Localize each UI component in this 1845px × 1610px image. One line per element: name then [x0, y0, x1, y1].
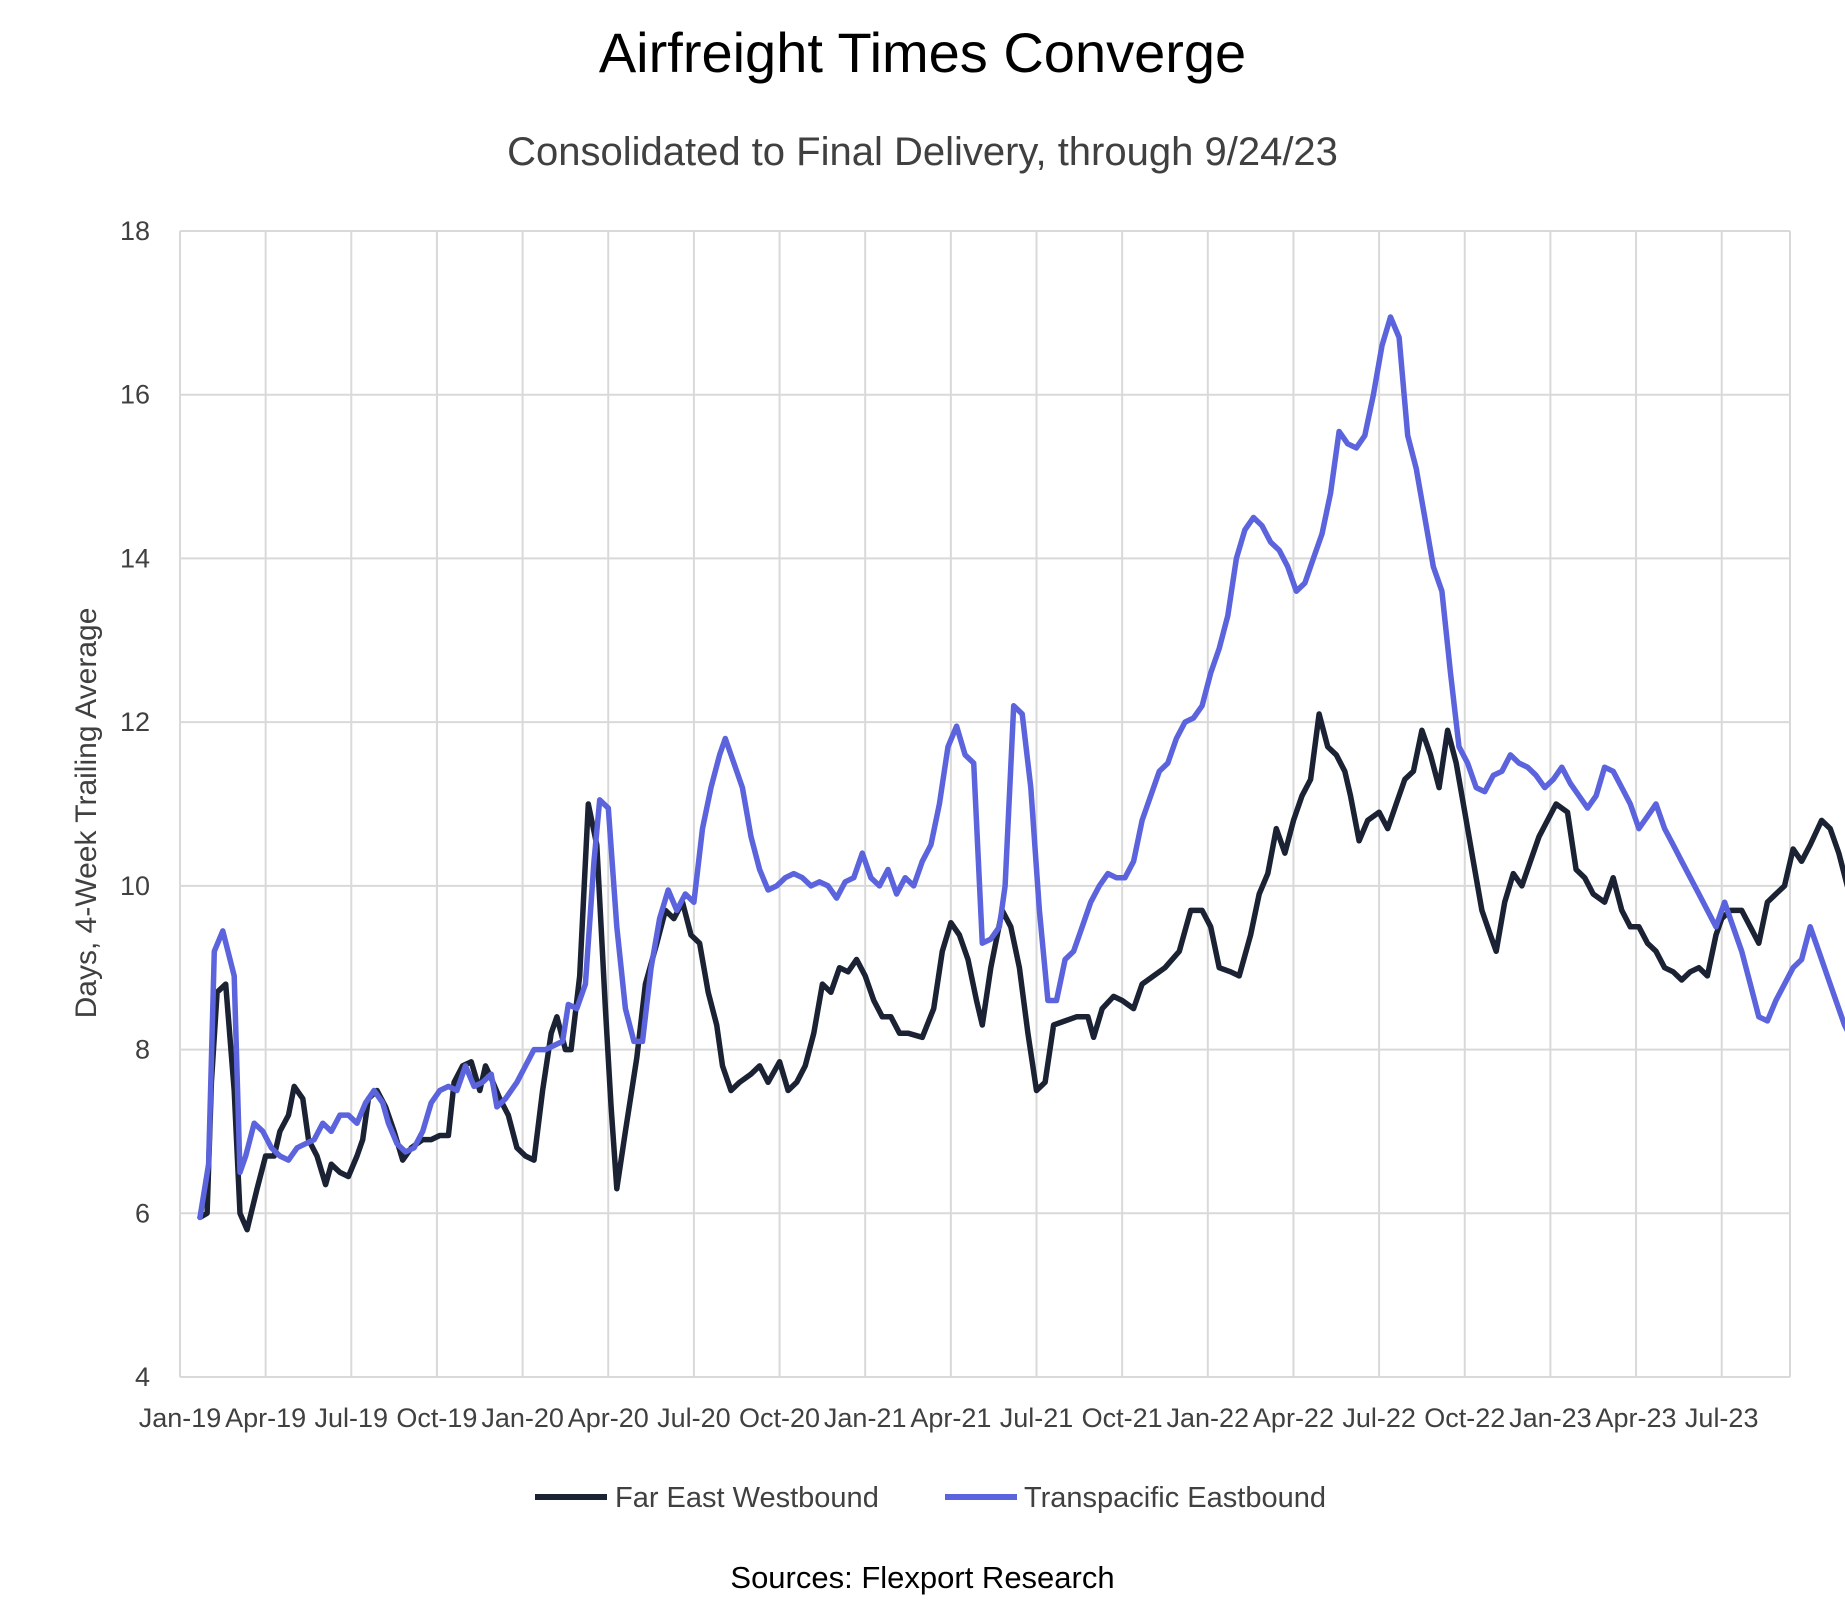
x-tick-label: Oct-22: [1424, 1403, 1505, 1433]
x-tick-label: Jul-20: [657, 1403, 731, 1433]
x-tick-label: Jan-21: [824, 1403, 907, 1433]
x-tick-label: Oct-19: [396, 1403, 477, 1433]
x-tick-label: Oct-20: [739, 1403, 820, 1433]
gridlines: [179, 230, 1791, 1378]
chart-subtitle: Consolidated to Final Delivery, through …: [507, 130, 1338, 174]
x-tick-label: Jan-23: [1509, 1403, 1592, 1433]
chart-title: Airfreight Times Converge: [598, 21, 1247, 84]
legend-label: Transpacific Eastbound: [1024, 1482, 1326, 1514]
x-tick-label: Jul-19: [315, 1403, 389, 1433]
y-tick-label: 18: [120, 216, 150, 246]
legend: Far East Westbound Transpacific Eastbound: [535, 1482, 1326, 1514]
x-tick-label: Jul-21: [1000, 1403, 1074, 1433]
x-tick-label: Jan-22: [1167, 1403, 1250, 1433]
y-axis-ticks: 4 6 8 10 12 14 16 18: [120, 216, 150, 1392]
y-axis-label: Days, 4-Week Trailing Average: [70, 608, 103, 1019]
x-tick-label: Apr-22: [1253, 1403, 1334, 1433]
series-lines: [197, 314, 1845, 1233]
legend-label: Far East Westbound: [615, 1482, 879, 1514]
y-tick-label: 12: [120, 707, 150, 737]
x-tick-label: Oct-21: [1082, 1403, 1163, 1433]
x-axis-ticks: Jan-19 Apr-19 Jul-19 Oct-19 Jan-20 Apr-20 Jul-…: [139, 1403, 1759, 1433]
y-tick-label: 6: [135, 1198, 150, 1228]
y-tick-label: 14: [120, 543, 150, 573]
x-tick-label: Apr-19: [225, 1403, 306, 1433]
y-tick-label: 8: [135, 1035, 150, 1065]
x-tick-label: Jul-23: [1685, 1403, 1759, 1433]
x-tick-label: Jan-19: [139, 1403, 222, 1433]
x-tick-label: Apr-20: [568, 1403, 649, 1433]
y-tick-label: 10: [120, 871, 150, 901]
x-tick-label: Apr-21: [910, 1403, 991, 1433]
x-tick-label: Apr-23: [1596, 1403, 1677, 1433]
x-tick-label: Jul-22: [1342, 1403, 1416, 1433]
source-note: Sources: Flexport Research: [730, 1560, 1115, 1595]
x-tick-label: Jan-20: [481, 1403, 564, 1433]
y-tick-label: 16: [120, 380, 150, 410]
y-tick-label: 4: [135, 1362, 150, 1392]
series-line-transpacific-eastbound: [197, 314, 1845, 1221]
